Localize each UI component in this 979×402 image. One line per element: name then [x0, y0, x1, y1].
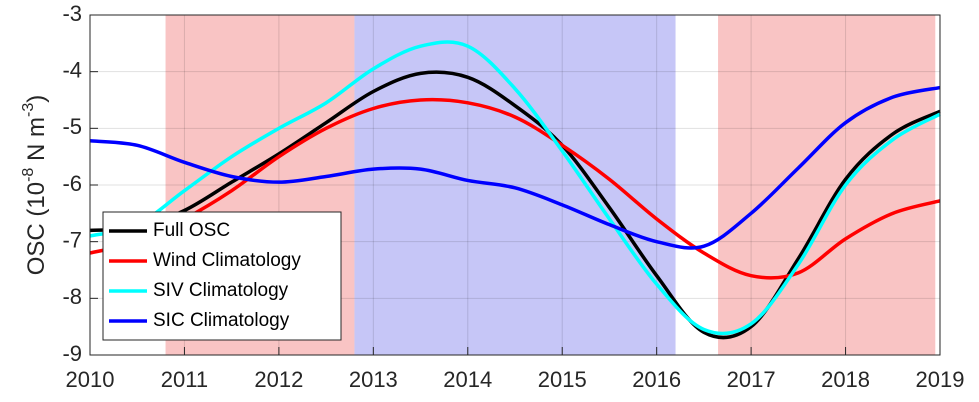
x-tick-label: 2011 — [161, 367, 208, 392]
legend-label: SIC Climatology — [153, 310, 290, 331]
shaded-period — [354, 15, 676, 355]
x-tick-label: 2018 — [821, 367, 870, 392]
series-line — [89, 97, 941, 280]
series-line — [89, 40, 941, 336]
y-tick-label: -9 — [62, 341, 82, 366]
x-tick-label: 2012 — [254, 367, 303, 392]
y-label-part: N m — [23, 117, 50, 168]
x-tick-label: 2016 — [632, 367, 681, 392]
legend-label: Wind Climatology — [153, 250, 301, 271]
y-tick-label: -7 — [62, 227, 82, 252]
x-tick-label: 2017 — [727, 367, 776, 392]
y-label-sup: -8 — [20, 168, 37, 182]
x-tick-label: 2019 — [916, 367, 965, 392]
y-tick-label: -4 — [62, 57, 82, 82]
legend-box — [102, 211, 342, 341]
y-tick-label: -3 — [62, 1, 82, 26]
legend-label: SIV Climatology — [153, 280, 289, 301]
legend-label: Full OSC — [153, 220, 230, 241]
x-tick-label: 2014 — [443, 367, 492, 392]
y-label-sup: -3 — [20, 103, 37, 117]
y-label-part: OSC (10 — [23, 182, 50, 275]
y-tick-label: -5 — [62, 114, 82, 139]
axes-box — [89, 14, 941, 356]
y-tick-label: -6 — [62, 171, 82, 196]
series-line — [89, 70, 941, 340]
series-line — [89, 85, 941, 250]
shaded-period — [718, 15, 936, 355]
y-tick-label: -8 — [62, 284, 82, 309]
x-tick-label: 2013 — [349, 367, 398, 392]
x-tick-label: 2015 — [538, 367, 587, 392]
x-tick-label: 2010 — [66, 367, 115, 392]
y-axis-label: OSC (10-8 N m-3) — [20, 95, 50, 276]
y-label-part: ) — [23, 95, 50, 103]
